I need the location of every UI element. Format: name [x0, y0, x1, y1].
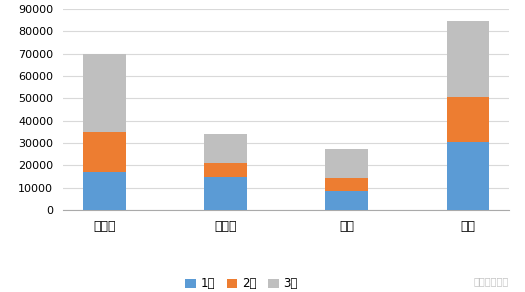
- Bar: [204, 177, 247, 210]
- Bar: [83, 172, 125, 210]
- Bar: [326, 178, 368, 191]
- Bar: [447, 142, 489, 210]
- Text: 汽车电子设计: 汽车电子设计: [474, 276, 509, 286]
- Bar: [326, 149, 368, 178]
- Bar: [326, 191, 368, 210]
- Legend: 1月, 2月, 3月: 1月, 2月, 3月: [180, 272, 303, 292]
- Bar: [447, 97, 489, 142]
- Bar: [447, 21, 489, 97]
- Bar: [83, 132, 125, 172]
- Bar: [204, 134, 247, 163]
- Bar: [204, 163, 247, 177]
- Bar: [83, 53, 125, 132]
